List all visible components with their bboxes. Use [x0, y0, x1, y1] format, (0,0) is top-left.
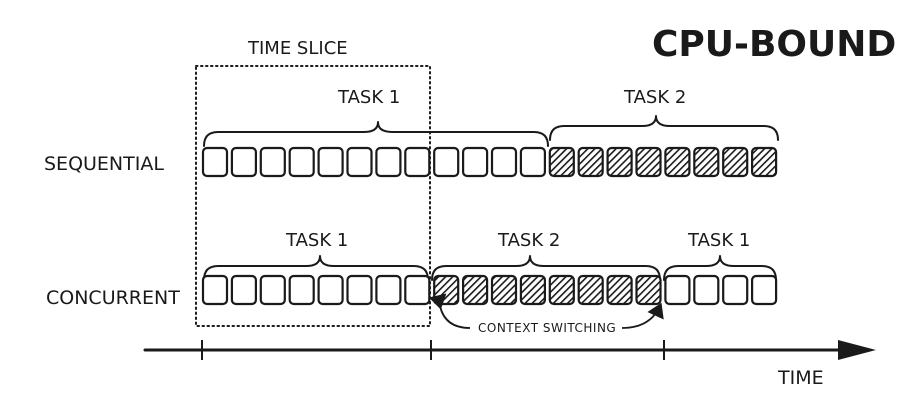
concurrent-task1-brace [203, 255, 429, 281]
time-block [404, 274, 431, 306]
time-block [259, 274, 286, 306]
sequential-blocks [201, 146, 778, 178]
time-block [288, 274, 315, 306]
time-block [490, 274, 518, 306]
time-block [606, 274, 633, 306]
row-label-sequential: SEQUENTIAL [44, 153, 164, 175]
time-block [375, 146, 402, 178]
time-block [750, 274, 778, 306]
time-block [606, 146, 633, 178]
time-block [577, 146, 604, 178]
time-block [346, 146, 373, 178]
time-block [519, 146, 547, 178]
concurrent-task2-brace [431, 255, 661, 281]
concurrent-task1b-brace [663, 255, 777, 281]
time-block [230, 146, 257, 178]
time-block [722, 146, 749, 178]
context-switching-label: CONTEXT SWITCHING [478, 321, 616, 335]
time-block [519, 274, 547, 306]
time-block [490, 146, 518, 178]
time-block [317, 146, 344, 178]
time-block [259, 146, 286, 178]
concurrent-blocks [201, 274, 778, 306]
time-axis-label: TIME [777, 367, 824, 389]
time-block [288, 146, 315, 178]
time-block [548, 274, 575, 306]
concurrent-task1b-label: TASK 1 [687, 230, 750, 251]
time-block [317, 274, 344, 306]
time-block [722, 274, 749, 306]
time-block [433, 274, 460, 306]
time-block [664, 146, 691, 178]
time-block [433, 146, 460, 178]
context-switch-arrow-left [428, 293, 471, 329]
time-block [404, 146, 431, 178]
time-block [577, 274, 604, 306]
time-block [548, 146, 575, 178]
row-label-concurrent: CONCURRENT [46, 287, 180, 309]
time-block [462, 146, 489, 178]
time-block [346, 274, 373, 306]
context-switch-arrow-right [621, 302, 664, 329]
sequential-task1-brace [203, 121, 549, 147]
time-block [462, 274, 489, 306]
time-block [201, 274, 229, 306]
diagram-title: CPU-BOUND [652, 24, 896, 65]
time-block [693, 274, 720, 306]
sequential-task1-label: TASK 1 [337, 87, 400, 108]
time-block [201, 146, 229, 178]
time-slice-label: TIME SLICE [247, 38, 348, 59]
time-block [635, 274, 662, 306]
time-block [375, 274, 402, 306]
concurrent-task2-label: TASK 2 [497, 230, 560, 251]
time-block [635, 146, 662, 178]
time-block [750, 146, 778, 178]
time-block [693, 146, 720, 178]
concurrent-task1-label: TASK 1 [285, 230, 348, 251]
time-slice-box [195, 65, 431, 327]
time-block [230, 274, 257, 306]
sequential-task2-label: TASK 2 [623, 87, 686, 108]
sequential-task2-brace [549, 115, 779, 141]
time-axis-arrowhead [838, 340, 876, 360]
time-block [664, 274, 691, 306]
